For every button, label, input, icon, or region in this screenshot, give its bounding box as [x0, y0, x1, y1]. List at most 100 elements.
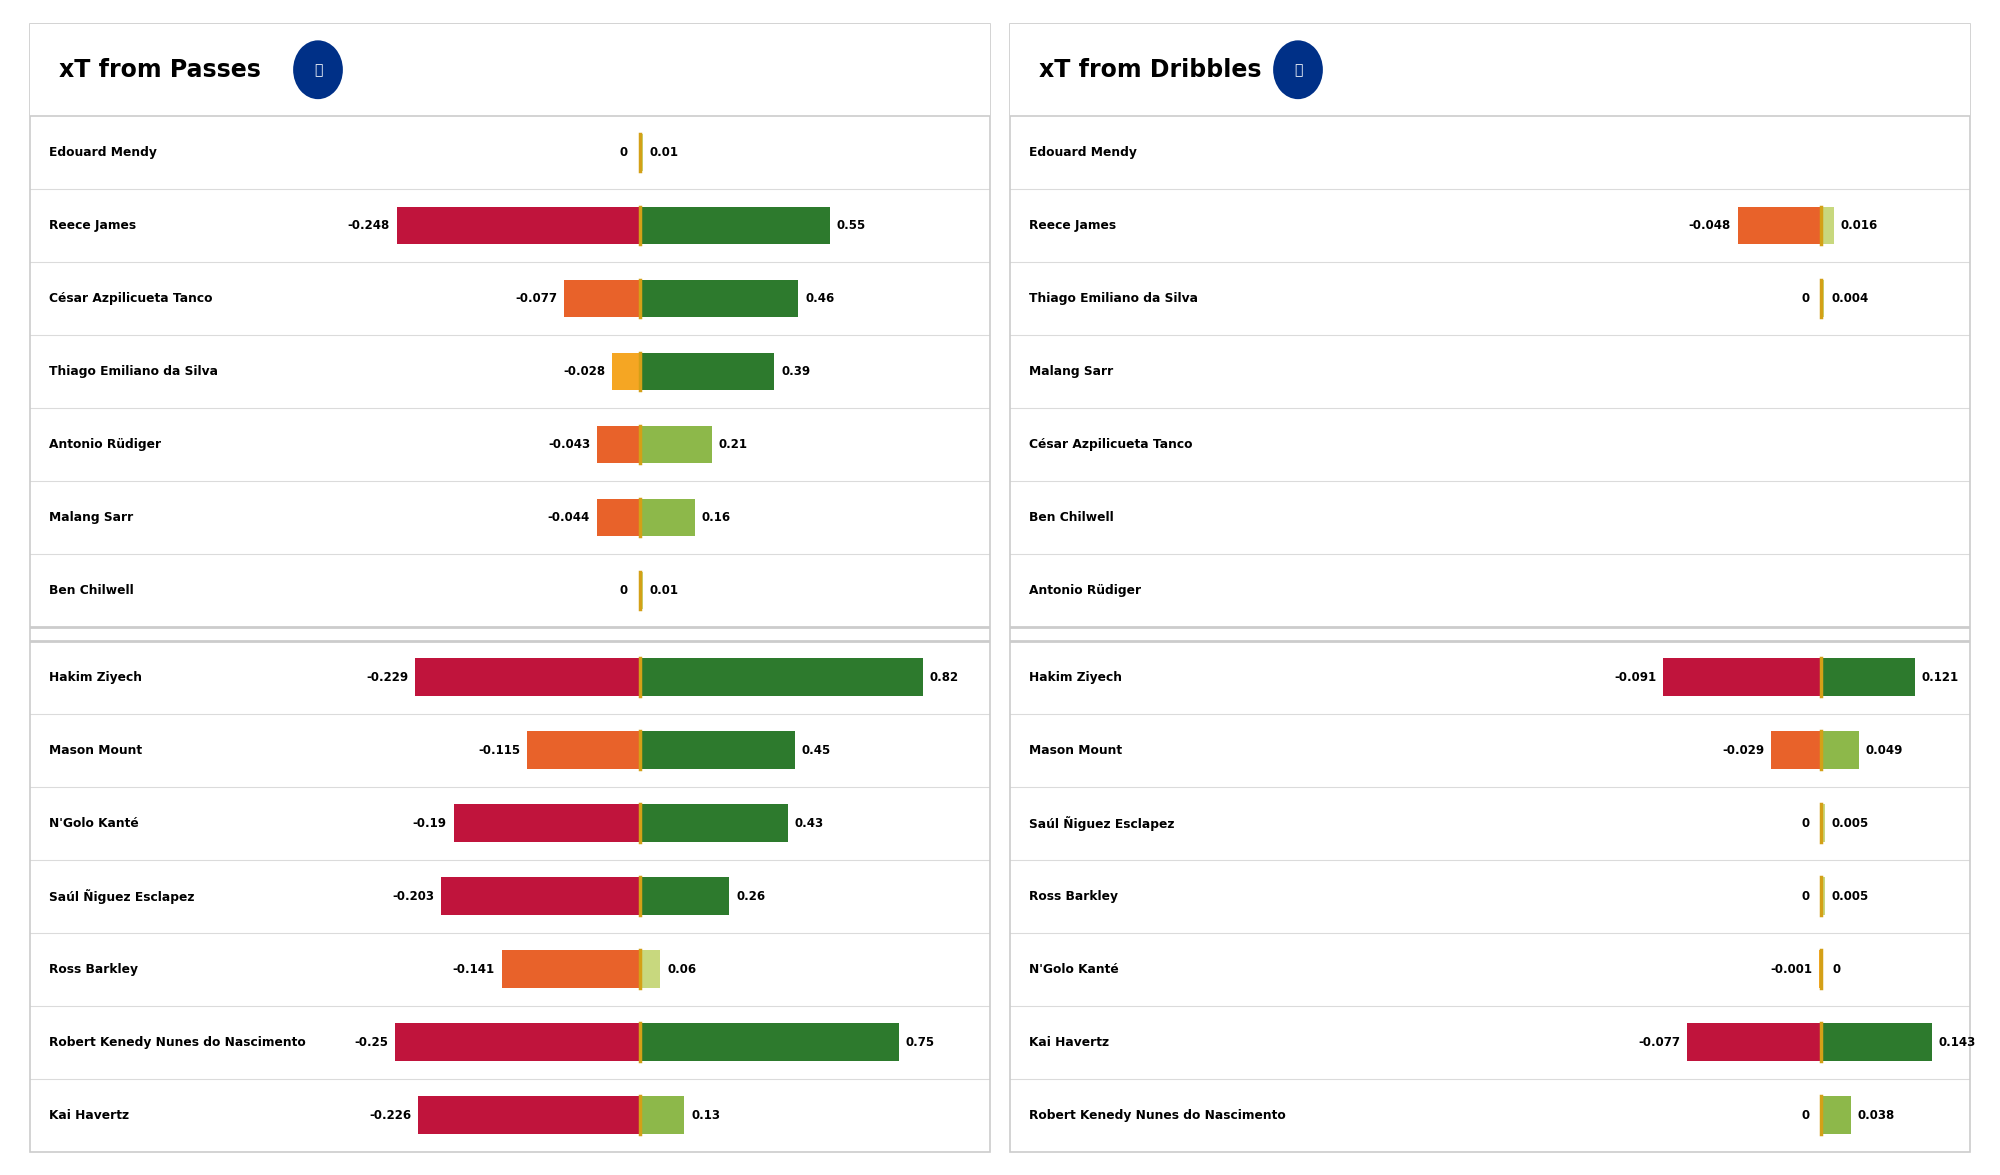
Text: 0.16: 0.16 [702, 511, 730, 524]
Text: Edouard Mendy: Edouard Mendy [1030, 146, 1138, 159]
Circle shape [1272, 39, 1324, 100]
Text: 0.01: 0.01 [650, 584, 678, 597]
Text: -0.048: -0.048 [1688, 219, 1730, 231]
Text: César Azpilicueta Tanco: César Azpilicueta Tanco [50, 293, 212, 306]
Bar [394, 1023, 640, 1061]
Bar [1822, 1096, 1850, 1134]
Text: 0.39: 0.39 [782, 365, 810, 378]
Text: 🦁: 🦁 [314, 62, 322, 76]
Text: 0.121: 0.121 [1922, 671, 1958, 684]
Bar [640, 571, 644, 610]
Bar [612, 352, 640, 390]
Text: xT from Passes: xT from Passes [58, 58, 260, 82]
Text: Thiago Emiliano da Silva: Thiago Emiliano da Silva [1030, 293, 1198, 306]
Text: 0: 0 [1802, 889, 1810, 902]
Bar [502, 951, 640, 988]
Bar [396, 207, 640, 244]
Text: Hakim Ziyech: Hakim Ziyech [50, 671, 142, 684]
Text: Saúl Ñiguez Esclapez: Saúl Ñiguez Esclapez [1030, 815, 1174, 831]
Bar [1738, 207, 1822, 244]
Bar [640, 731, 796, 768]
Bar [640, 498, 694, 537]
Text: Saúl Ñiguez Esclapez: Saúl Ñiguez Esclapez [50, 888, 194, 904]
Text: 0.26: 0.26 [736, 889, 766, 902]
Text: Ben Chilwell: Ben Chilwell [50, 584, 134, 597]
Text: xT from Dribbles: xT from Dribbles [1038, 58, 1262, 82]
Text: -0.077: -0.077 [1638, 1035, 1680, 1048]
Bar [640, 1023, 898, 1061]
Text: 0.143: 0.143 [1938, 1035, 1976, 1048]
Text: 0: 0 [620, 584, 628, 597]
Text: -0.115: -0.115 [478, 744, 520, 757]
Bar [418, 1096, 640, 1134]
Text: 0: 0 [1802, 293, 1810, 306]
Circle shape [292, 39, 344, 100]
Text: Thiago Emiliano da Silva: Thiago Emiliano da Silva [50, 365, 218, 378]
Text: Reece James: Reece James [1030, 219, 1116, 231]
Text: Ben Chilwell: Ben Chilwell [1030, 511, 1114, 524]
Text: 0.21: 0.21 [718, 438, 748, 451]
Bar [640, 804, 788, 842]
Text: Kai Havertz: Kai Havertz [50, 1108, 130, 1121]
Text: 0.016: 0.016 [1840, 219, 1878, 231]
Text: 0.75: 0.75 [906, 1035, 934, 1048]
Text: 0.82: 0.82 [930, 671, 958, 684]
Bar [640, 1096, 684, 1134]
Text: -0.077: -0.077 [516, 293, 558, 306]
Bar [416, 658, 640, 696]
Text: César Azpilicueta Tanco: César Azpilicueta Tanco [1030, 438, 1192, 451]
Text: -0.091: -0.091 [1614, 671, 1656, 684]
Text: -0.001: -0.001 [1770, 962, 1812, 975]
Bar [1770, 731, 1822, 768]
Bar [1688, 1023, 1822, 1061]
Text: 0.06: 0.06 [668, 962, 696, 975]
Bar [596, 498, 640, 537]
Text: Ross Barkley: Ross Barkley [1030, 889, 1118, 902]
Text: 0: 0 [620, 146, 628, 159]
Bar [1010, 24, 1970, 116]
Bar [454, 804, 640, 842]
Text: -0.203: -0.203 [392, 889, 434, 902]
Text: 0.45: 0.45 [802, 744, 830, 757]
Text: Malang Sarr: Malang Sarr [50, 511, 134, 524]
Text: -0.029: -0.029 [1722, 744, 1764, 757]
Text: -0.044: -0.044 [548, 511, 590, 524]
Bar [1822, 731, 1860, 768]
Bar [1822, 207, 1834, 244]
Text: 0.01: 0.01 [650, 146, 678, 159]
Bar [564, 280, 640, 317]
Text: Antonio Rüdiger: Antonio Rüdiger [1030, 584, 1142, 597]
Text: Mason Mount: Mason Mount [50, 744, 142, 757]
Text: -0.226: -0.226 [370, 1108, 412, 1121]
Text: -0.043: -0.043 [548, 438, 590, 451]
Bar [1822, 658, 1914, 696]
Text: Reece James: Reece James [50, 219, 136, 231]
Text: 🦁: 🦁 [1294, 62, 1302, 76]
Bar [640, 658, 922, 696]
Text: 0.13: 0.13 [692, 1108, 720, 1121]
Text: Malang Sarr: Malang Sarr [1030, 365, 1114, 378]
Bar [30, 24, 990, 116]
Text: 0.004: 0.004 [1832, 293, 1868, 306]
Text: Robert Kenedy Nunes do Nascimento: Robert Kenedy Nunes do Nascimento [1030, 1108, 1286, 1121]
Text: 0.005: 0.005 [1832, 817, 1870, 830]
Bar [640, 280, 798, 317]
Text: 0: 0 [1802, 817, 1810, 830]
Bar [1822, 877, 1826, 915]
Text: -0.028: -0.028 [564, 365, 606, 378]
Text: Mason Mount: Mason Mount [1030, 744, 1122, 757]
Bar [1822, 1023, 1932, 1061]
Text: Antonio Rüdiger: Antonio Rüdiger [50, 438, 162, 451]
Bar [640, 134, 644, 172]
Text: Robert Kenedy Nunes do Nascimento: Robert Kenedy Nunes do Nascimento [50, 1035, 306, 1048]
Text: N'Golo Kanté: N'Golo Kanté [1030, 962, 1118, 975]
Bar [440, 877, 640, 915]
Text: Hakim Ziyech: Hakim Ziyech [1030, 671, 1122, 684]
Text: Edouard Mendy: Edouard Mendy [50, 146, 158, 159]
Text: 0.038: 0.038 [1858, 1108, 1894, 1121]
Bar [640, 951, 660, 988]
Text: 0.46: 0.46 [806, 293, 834, 306]
Text: N'Golo Kanté: N'Golo Kanté [50, 817, 138, 830]
Text: 0.049: 0.049 [1866, 744, 1904, 757]
Text: -0.19: -0.19 [412, 817, 446, 830]
